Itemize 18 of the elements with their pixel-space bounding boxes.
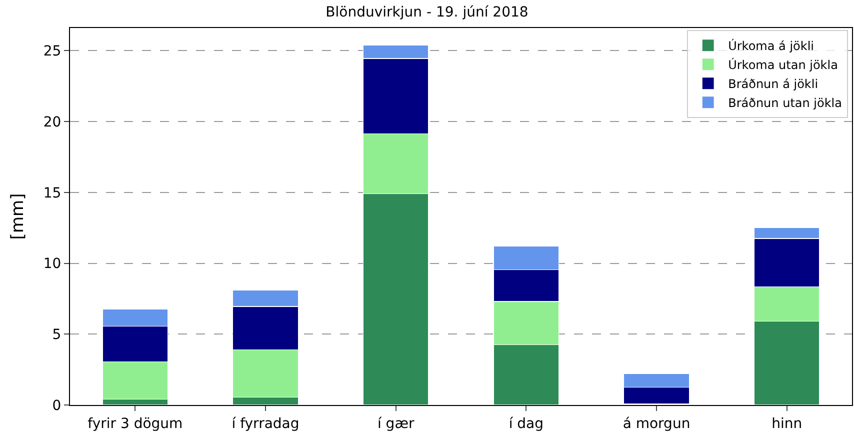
legend-label: Bráðnun utan jökla: [728, 96, 842, 110]
x-tick-label: í fyrradag: [232, 416, 300, 432]
legend-label: Bráðnun á jökli: [728, 77, 818, 92]
x-tick-label: í dag: [508, 416, 544, 432]
y-tick-label: 10: [43, 256, 62, 272]
x-tick-label: í gær: [377, 416, 414, 432]
x-tick-label: hinn: [772, 416, 802, 432]
y-tick-label: 5: [52, 327, 62, 344]
y-tick-label: 15: [43, 185, 62, 202]
y-axis-title: [mm]: [8, 193, 28, 240]
y-tick-label: 25: [43, 44, 62, 60]
chart-title: Blönduvirkjun - 19. júní 2018: [326, 4, 528, 20]
x-tick-label: á morgun: [622, 416, 690, 432]
legend-label: Úrkoma á jökli: [728, 38, 814, 54]
legend-label: Úrkoma utan jökla: [728, 57, 838, 72]
y-tick-label: 0: [52, 398, 62, 414]
x-tick-label: fyrir 3 dögum: [88, 416, 183, 432]
y-tick-label: 20: [43, 114, 62, 130]
